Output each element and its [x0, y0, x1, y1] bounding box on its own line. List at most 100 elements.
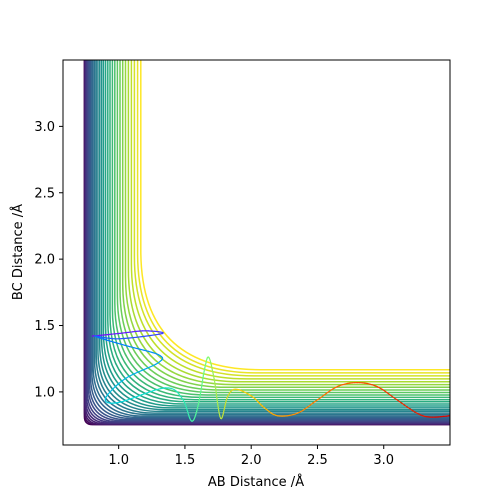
trajectory-segment: [97, 337, 103, 340]
contour-line: [89, 60, 450, 420]
contour-line: [85, 60, 450, 424]
trajectory-segment: [121, 378, 126, 382]
trajectory-segment: [134, 394, 143, 398]
contour-line: [87, 60, 450, 422]
contour-line: [92, 60, 450, 417]
trajectory-segment: [212, 374, 215, 380]
trajectory-segment: [138, 348, 145, 351]
x-tick-label: 3.0: [373, 453, 394, 468]
trajectory-segment: [202, 370, 205, 377]
trajectory-segment: [128, 346, 135, 349]
contour-line: [124, 60, 450, 386]
contour-line: [107, 60, 450, 403]
trajectory-segment: [132, 371, 139, 375]
contour-line: [93, 60, 450, 416]
trajectory-segment: [105, 337, 111, 339]
trajectory-segment: [117, 380, 123, 385]
trajectory-segment: [120, 343, 126, 346]
trajectory-segment: [151, 351, 157, 355]
y-tick-label: 2.0: [34, 253, 55, 268]
contour-line: [133, 60, 450, 377]
trajectory-segment: [200, 385, 203, 393]
y-tick-label: 2.5: [34, 186, 55, 201]
trajectory-segment: [122, 399, 130, 402]
plot-frame: [62, 59, 451, 446]
trajectory-segment: [128, 396, 136, 401]
y-tick-label: 1.0: [34, 385, 55, 400]
trajectory-segment: [122, 337, 131, 340]
trajectory-segment: [118, 400, 124, 404]
x-tick-label: 2.5: [307, 453, 328, 468]
trajectory-segment: [159, 387, 166, 390]
trajectory-segment: [135, 335, 144, 338]
x-tick-label: 2.0: [241, 453, 262, 468]
trajectory-segment: [216, 400, 219, 408]
trajectory-segment: [224, 402, 227, 408]
x-axis-ticks: 1.0 1.5 2.0 2.5 3.0: [108, 445, 394, 468]
contour-line: [85, 60, 450, 424]
trajectory-segment: [215, 394, 218, 402]
y-axis-label: BC Distance /Å: [10, 204, 26, 300]
trajectory-segment: [199, 391, 202, 398]
contour-line: [97, 60, 450, 413]
trajectory-segment: [147, 389, 156, 393]
trajectory-segment: [151, 363, 157, 367]
trajectory-segment: [201, 380, 204, 387]
y-tick-label: 3.0: [34, 120, 55, 135]
trajectory-segment: [133, 347, 140, 350]
contour-lines: [83, 60, 450, 426]
trajectory-segment: [124, 344, 131, 348]
x-tick-label: 1.5: [175, 453, 196, 468]
trajectory-segment: [101, 338, 108, 341]
trajectory-segment: [212, 370, 214, 376]
trajectory-segment: [142, 367, 149, 371]
contour-line: [109, 60, 450, 401]
contour-line: [98, 60, 450, 411]
contour-line: [100, 60, 450, 409]
trajectory-segment: [129, 336, 137, 339]
trajectory-segment: [223, 406, 226, 412]
trajectory-segment: [201, 375, 204, 382]
trajectory-segment: [147, 365, 153, 369]
contour-line: [136, 60, 450, 374]
trajectory-segment: [154, 388, 161, 391]
contour-line: [91, 60, 450, 419]
x-tick-label: 1.0: [108, 453, 129, 468]
trajectory-segment: [215, 388, 218, 396]
contour-line: [140, 60, 450, 371]
trajectory-segment: [149, 334, 156, 337]
trajectory-segment: [114, 383, 120, 388]
trajectory-segment: [142, 335, 151, 338]
trajectory-segment: [218, 411, 221, 417]
trajectory-segment: [184, 403, 188, 409]
contour-line: [130, 60, 450, 380]
trajectory-segment: [217, 406, 220, 413]
trajectory-segment: [111, 385, 117, 390]
y-axis-ticks: 1.0 1.5 2.0 2.5 3.0: [34, 120, 63, 400]
contour-line: [121, 60, 450, 389]
trajectory-segment: [141, 391, 149, 396]
trajectory-segment: [124, 375, 130, 380]
trajectory-segment: [197, 400, 200, 406]
trajectory-segment: [147, 350, 153, 354]
y-tick-label: 1.5: [34, 319, 55, 334]
contour-line: [86, 60, 450, 423]
trajectory-path: [91, 330, 450, 422]
contour-line: [95, 60, 450, 414]
trajectory-segment: [222, 410, 225, 415]
trajectory-segment: [213, 378, 216, 384]
contour-line: [119, 60, 450, 391]
trajectory-segment: [154, 333, 161, 336]
trajectory-segment: [109, 388, 114, 393]
trajectory-segment: [143, 349, 149, 352]
trajectory-segment: [214, 382, 217, 390]
contour-line: [88, 60, 450, 421]
trajectory-segment: [115, 342, 122, 345]
trajectory-segment: [128, 373, 134, 377]
trajectory-segment: [110, 340, 117, 344]
contour-line: [111, 60, 450, 399]
trajectory-segment: [137, 369, 144, 373]
trajectory-segment: [198, 396, 201, 402]
trajectory-segment: [105, 339, 112, 342]
